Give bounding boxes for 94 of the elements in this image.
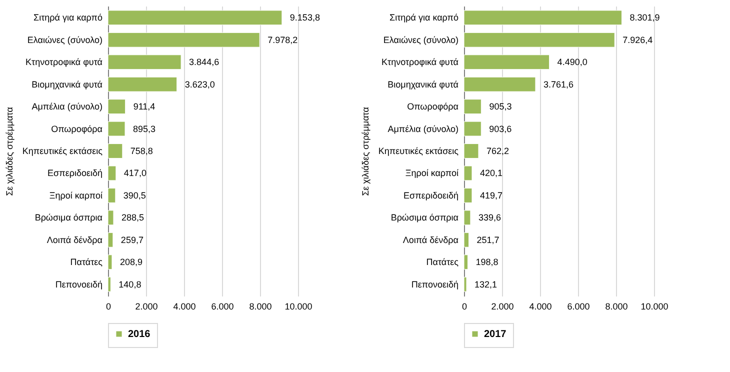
x-tick-label: 4.000 [529, 302, 552, 312]
x-tick-label: 0 [462, 302, 468, 312]
y-tick-label: Κτηνοτροφικά φυτά [26, 57, 102, 68]
y-tick-label: Βρώσιμα όσπρια [34, 212, 102, 223]
data-label: 420,1 [480, 168, 503, 178]
data-label: 198,8 [476, 257, 498, 268]
bar [108, 166, 116, 181]
bar [108, 54, 182, 70]
x-tick-label: 8.000 [605, 302, 628, 312]
x-tick-label: 0 [106, 302, 112, 312]
x-tick-label: 6.000 [211, 302, 234, 312]
bar [464, 254, 468, 270]
y-tick-label: Πεπονοειδή [55, 279, 102, 290]
data-label: 390,5 [123, 190, 146, 200]
bar [464, 54, 550, 70]
y-tick-label: Ελαιώνες (σύνολο) [383, 34, 458, 45]
x-tick-label: 10.000 [640, 302, 668, 312]
bar [464, 76, 536, 92]
y-tick-label: Κηπευτικές εκτάσεις [378, 146, 460, 156]
y-tick-label: Κηπευτικές εκτάσεις [22, 146, 104, 156]
y-tick-label: Πατάτες [70, 257, 104, 268]
data-label: 251,7 [476, 234, 500, 245]
y-tick-label: Πεπονοειδή [411, 279, 458, 290]
data-label: 208,9 [120, 257, 142, 268]
bar [464, 166, 472, 181]
bar [108, 254, 112, 270]
x-tick-label: 6.000 [567, 302, 590, 312]
data-label: 758,8 [130, 146, 153, 156]
x-tick-label: 4.000 [173, 302, 196, 312]
bar [464, 99, 482, 114]
y-tick-label: Ξηροί καρποί [49, 190, 102, 200]
x-tick-label: 10.000 [284, 302, 312, 312]
data-label: 4.490,0 [557, 57, 588, 68]
bar [464, 276, 467, 292]
y-tick-label: Αμπέλια (σύνολο) [32, 102, 102, 112]
y-tick-label: Ελαιώνες (σύνολο) [27, 34, 102, 45]
data-label: 7.926,4 [622, 34, 653, 45]
bar [464, 32, 615, 48]
data-label: 762,2 [486, 146, 510, 156]
bar [108, 188, 116, 203]
y-tick-label: Ξηροί καρποί [405, 168, 458, 178]
y-tick-label: Σιτηρά για καρπό [390, 12, 458, 23]
data-label: 259,7 [120, 234, 144, 245]
bar [464, 121, 482, 136]
bar [464, 10, 622, 26]
data-label: 905,3 [489, 102, 512, 112]
data-label: 911,4 [133, 102, 156, 112]
bar [464, 210, 471, 226]
y-tick-label: Λοιπά δένδρα [402, 234, 458, 245]
data-label: 3.761,6 [543, 79, 574, 90]
bar [108, 210, 114, 226]
y-axis-title: Σε χιλιάδες στρέμματα [360, 107, 370, 196]
data-label: 3.844,6 [189, 57, 220, 68]
y-tick-label: Βιομηχανικά φυτά [388, 79, 458, 90]
bar [108, 121, 126, 136]
y-tick-label: Σιτηρά για καρπό [34, 12, 102, 23]
bar [108, 99, 126, 114]
y-tick-label: Βιομηχανικά φυτά [32, 79, 102, 90]
bar [108, 32, 260, 48]
bar [108, 276, 111, 292]
data-label: 288,5 [121, 212, 144, 223]
y-tick-label: Οπωροφόρα [407, 102, 458, 112]
bar [108, 144, 123, 158]
y-tick-label: Βρώσιμα όσπρια [390, 212, 458, 223]
bar [464, 144, 479, 158]
bar [464, 232, 470, 248]
x-tick-label: 8.000 [249, 302, 272, 312]
x-tick-label: 2.000 [491, 302, 514, 312]
y-tick-label: Εσπεριδοειδή [48, 168, 102, 178]
y-tick-label: Λοιπά δένδρα [46, 234, 102, 245]
bar [464, 188, 472, 203]
data-label: 417,0 [124, 168, 146, 178]
data-label: 7.978,2 [268, 34, 298, 45]
bar [108, 76, 178, 92]
y-tick-label: Κτηνοτροφικά φυτά [382, 57, 458, 68]
data-label: 140,8 [118, 279, 142, 290]
data-label: 9.153,8 [290, 12, 320, 23]
bar [108, 10, 282, 26]
data-label: 3.623,0 [184, 79, 215, 90]
y-tick-label: Πατάτες [426, 257, 460, 268]
legend-label: 2017 [484, 329, 507, 340]
data-label: 419,7 [480, 190, 503, 200]
x-tick-label: 2.000 [135, 302, 158, 312]
legend-label: 2016 [128, 329, 151, 340]
y-tick-label: Οπωροφόρα [51, 124, 102, 134]
y-tick-label: Αμπέλια (σύνολο) [388, 124, 458, 134]
data-label: 895,3 [133, 124, 156, 134]
data-label: 339,6 [478, 212, 501, 223]
y-tick-label: Εσπεριδοειδή [404, 190, 458, 200]
data-label: 903,6 [489, 124, 512, 134]
y-axis-title: Σε χιλιάδες στρέμματα [4, 107, 14, 196]
data-label: 8.301,9 [630, 12, 660, 23]
bar [108, 232, 114, 248]
data-label: 132,1 [474, 279, 498, 290]
